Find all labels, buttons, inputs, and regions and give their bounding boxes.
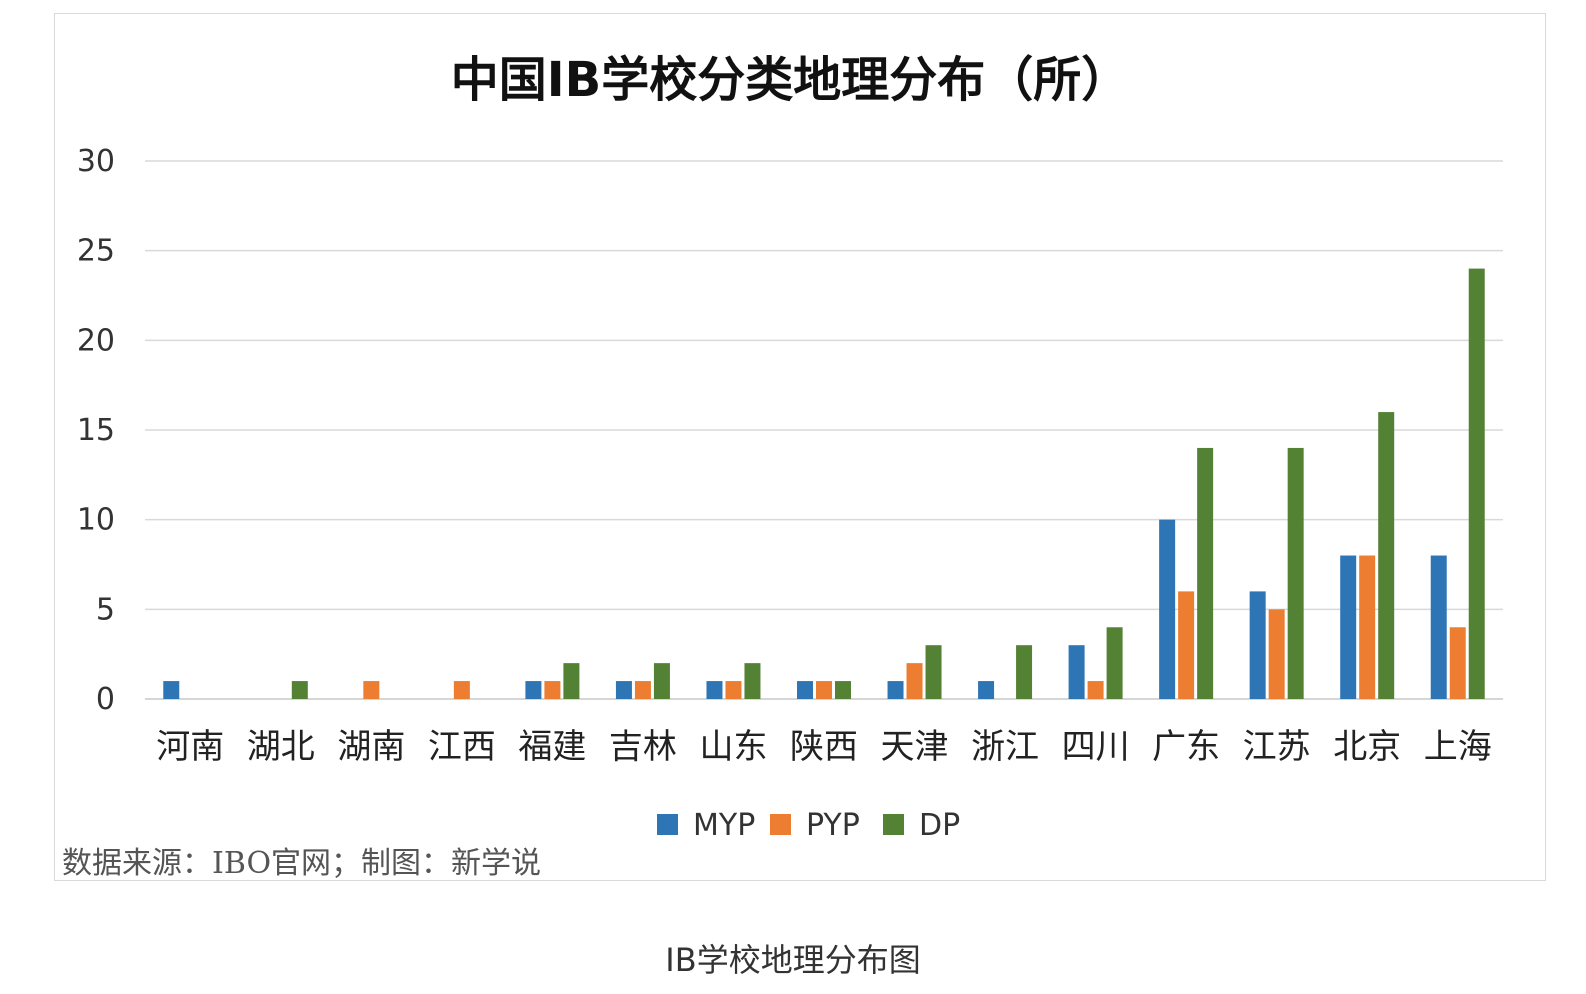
- bar-dp-4: [563, 663, 580, 699]
- x-axis-ticks: 河南 湖北 湖南 江西 福建 吉林 山东 陕西 天津 浙江 四川 广东 江苏 北京 上海: [156, 727, 1491, 767]
- bar-myp-5: [615, 681, 632, 699]
- y-tick-label: 25: [77, 234, 115, 269]
- x-tick-label: 北京: [1333, 727, 1401, 767]
- bar-myp-13: [1340, 555, 1357, 699]
- bar-pyp-4: [544, 681, 561, 699]
- legend-label-myp: MYP: [693, 808, 755, 843]
- x-tick-label: 陕西: [790, 727, 858, 767]
- figure-caption: IB学校地理分布图: [665, 941, 921, 979]
- legend: MYP PYP DP: [657, 808, 960, 843]
- legend-swatch-dp: [883, 814, 904, 835]
- x-tick-label: 上海: [1424, 727, 1492, 767]
- x-tick-label: 江苏: [1243, 727, 1311, 767]
- bar-pyp-13: [1359, 555, 1376, 699]
- y-tick-label: 15: [77, 413, 115, 448]
- bar-myp-14: [1430, 555, 1447, 699]
- x-tick-label: 福建: [518, 727, 586, 767]
- y-tick-label: 0: [96, 682, 115, 717]
- bar-myp-10: [1068, 645, 1085, 699]
- x-tick-label: 山东: [699, 727, 767, 767]
- bar-myp-0: [163, 681, 180, 699]
- bar-pyp-8: [906, 663, 923, 699]
- legend-label-dp: DP: [919, 808, 960, 843]
- bar-dp-1: [291, 681, 308, 699]
- legend-swatch-myp: [657, 814, 678, 835]
- bar-dp-14: [1468, 268, 1485, 699]
- bar-pyp-12: [1268, 609, 1285, 699]
- bar-pyp-11: [1178, 591, 1195, 699]
- x-tick-label: 吉林: [609, 727, 677, 767]
- x-tick-label: 湖北: [247, 727, 315, 767]
- bar-dp-5: [653, 663, 670, 699]
- bar-myp-8: [887, 681, 904, 699]
- bar-myp-11: [1159, 519, 1176, 699]
- bar-myp-12: [1249, 591, 1266, 699]
- x-tick-label: 广东: [1152, 727, 1220, 767]
- bar-pyp-2: [363, 681, 380, 699]
- x-tick-label: 江西: [428, 727, 496, 767]
- x-tick-label: 浙江: [971, 727, 1039, 767]
- bar-pyp-6: [725, 681, 742, 699]
- bar-dp-6: [744, 663, 761, 699]
- x-tick-label: 天津: [881, 727, 949, 767]
- y-tick-label: 10: [77, 503, 115, 538]
- chart-frame: [54, 13, 1546, 881]
- bar-dp-11: [1197, 447, 1214, 699]
- bar-dp-10: [1106, 627, 1123, 699]
- bar-pyp-3: [453, 681, 470, 699]
- bar-myp-7: [797, 681, 813, 699]
- x-tick-label: 湖南: [337, 727, 405, 767]
- y-tick-label: 20: [77, 323, 115, 358]
- x-tick-label: 四川: [1062, 727, 1130, 767]
- bar-pyp-10: [1087, 681, 1104, 699]
- bar-dp-9: [1016, 645, 1033, 699]
- bar-dp-8: [925, 645, 942, 699]
- bar-myp-6: [706, 681, 723, 699]
- legend-swatch-pyp: [770, 814, 791, 835]
- gridlines: [145, 160, 1503, 700]
- bar-pyp-7: [816, 681, 832, 699]
- bar-dp-13: [1378, 412, 1395, 699]
- bar-myp-9: [978, 681, 995, 699]
- y-tick-label: 5: [96, 592, 115, 627]
- y-tick-label: 30: [77, 144, 115, 179]
- bar-pyp-14: [1449, 627, 1466, 699]
- bar-myp-4: [525, 681, 542, 699]
- bar-dp-12: [1287, 447, 1304, 699]
- y-axis-ticks: 0 5 10 15 20 25 30: [77, 144, 115, 717]
- bar-pyp-5: [634, 681, 651, 699]
- bars: [163, 268, 1485, 699]
- source-note: 数据来源：IBO官网；制图：新学说: [62, 846, 542, 881]
- bar-dp-7: [835, 681, 851, 699]
- legend-label-pyp: PYP: [806, 808, 860, 843]
- chart-title: 中国IB学校分类地理分布（所）: [451, 52, 1129, 108]
- x-tick-label: 河南: [156, 727, 224, 767]
